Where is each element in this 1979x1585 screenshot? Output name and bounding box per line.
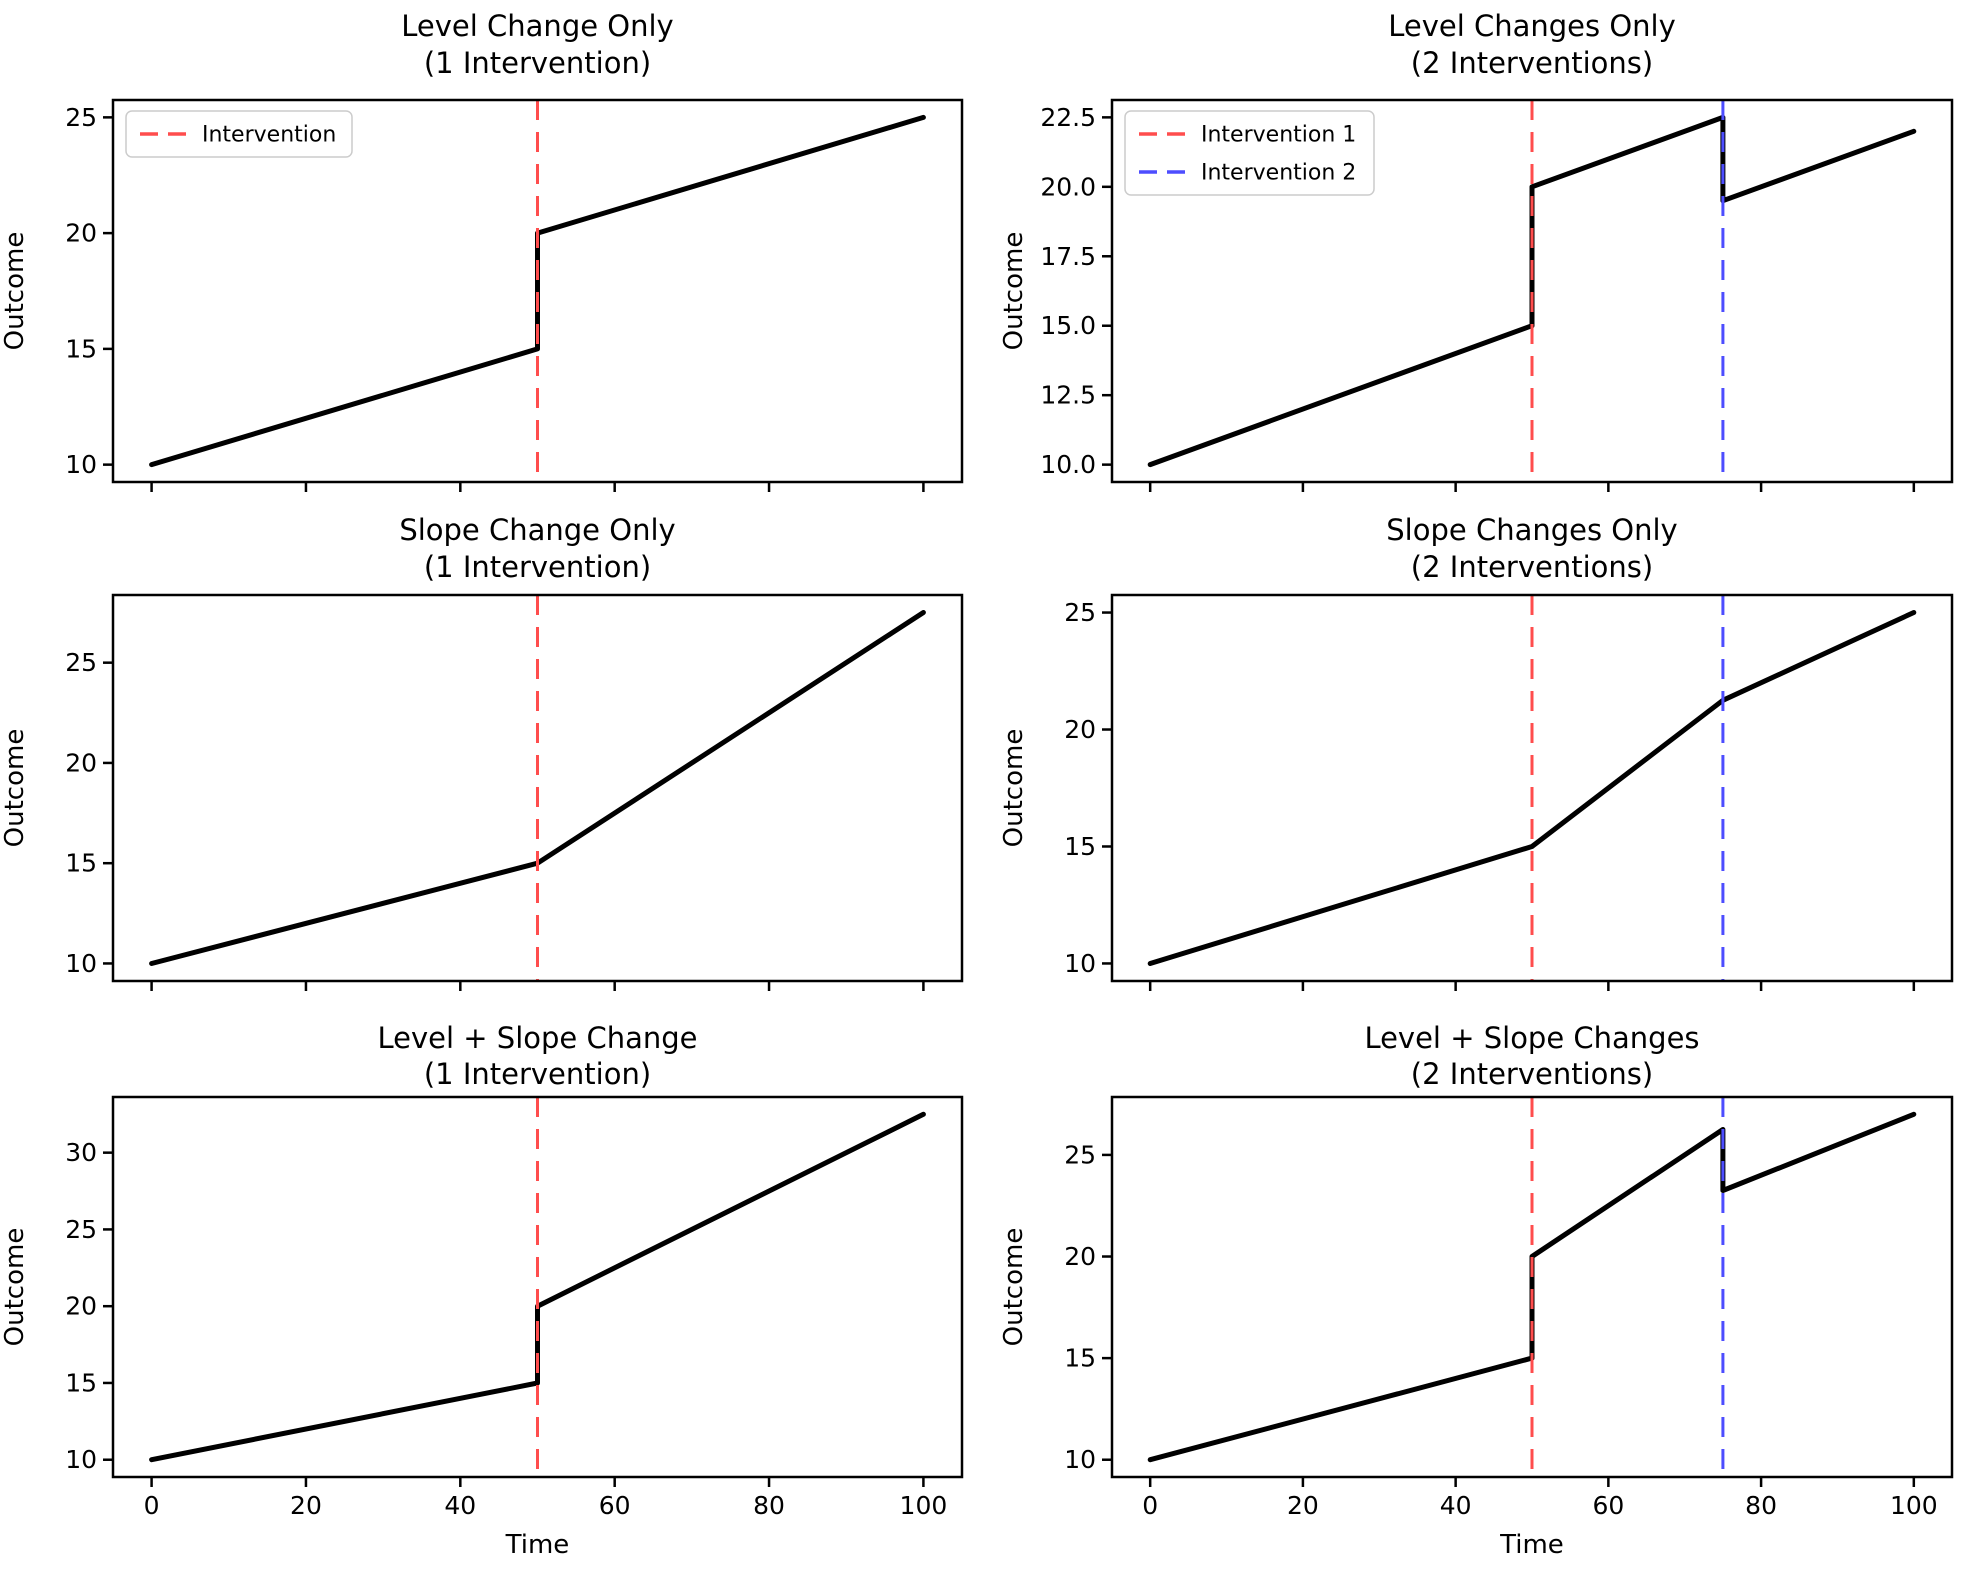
chart-title-line1: Level Change Only	[401, 9, 674, 43]
chart-title: Slope Changes Only (2 Interventions)	[1112, 512, 1952, 586]
subplot-level-slope-change-1: 0 20 40 60 80 100 10 15 20 25 30 Outcome Time Level …	[0, 1020, 989, 1585]
y-tick-label: 25	[65, 1215, 97, 1244]
y-tick-label: 10	[1064, 1445, 1096, 1474]
chart-title-line2: (2 Interventions)	[1410, 1057, 1654, 1091]
x-tick-label: 80	[1745, 1491, 1777, 1520]
plot-level-slope-change-1: 0 20 40 60 80 100 10 15 20 25 30 Outcome Time	[0, 1095, 964, 1560]
outcome-line	[149, 114, 926, 468]
axes-frame	[1110, 1095, 1954, 1479]
y-tick-label: 20	[65, 219, 97, 248]
y-tick-label: 25	[1064, 1140, 1096, 1169]
y-tick-label: 15.0	[1040, 311, 1096, 340]
y-axis-label: Outcome	[999, 729, 1029, 848]
chart-title: Level + Slope Change (1 Intervention)	[113, 1020, 962, 1092]
y-tick-label: 20	[65, 1292, 97, 1321]
chart-title-line1: Slope Change Only	[399, 513, 676, 547]
x-tick-label: 20	[290, 1491, 322, 1520]
y-tick-label: 15	[1064, 1344, 1096, 1373]
y-axis-label: Outcome	[999, 1228, 1029, 1347]
y-tick-label: 25	[65, 648, 97, 677]
y-tick-label: 10	[65, 949, 97, 978]
axes-frame	[111, 1095, 964, 1479]
plot-level-change-1: 10 15 20 25 Outcome Intervention	[0, 98, 964, 492]
outcome-line	[1147, 610, 1917, 966]
subplot-level-changes-2: 10.0 12.5 15.0 17.5 20.0 22.5 Outcome Intervent…	[990, 0, 1979, 510]
chart-title-line1: Level + Slope Changes	[1364, 1021, 1700, 1055]
outcome-line	[149, 1111, 926, 1463]
y-tick-label: 20	[1064, 1242, 1096, 1271]
y-tick-label: 10	[65, 1445, 97, 1474]
y-tick-label: 30	[65, 1138, 97, 1167]
outcome-line	[1147, 1111, 1917, 1463]
y-tick-label: 17.5	[1040, 242, 1096, 271]
chart-title-line2: (2 Interventions)	[1410, 46, 1654, 80]
chart-title: Level Change Only (1 Intervention)	[113, 8, 962, 82]
chart-title-line1: Slope Changes Only	[1386, 513, 1678, 547]
legend-label-2: Intervention 2	[1201, 160, 1356, 185]
plot-area	[113, 1097, 962, 1477]
subplot-level-change-1: 10 15 20 25 Outcome Intervention Level Change…	[0, 0, 989, 510]
y-tick-label: 25	[65, 103, 97, 132]
y-axis-label: Outcome	[999, 232, 1029, 351]
plot-slope-change-1: 10 15 20 25 Outcome	[0, 593, 964, 991]
subplot-slope-changes-2: 10 15 20 25 Outcome Slope Changes Only (2 In…	[990, 510, 1979, 1020]
legend-box	[125, 110, 353, 158]
chart-title-line2: (1 Intervention)	[423, 1057, 652, 1091]
chart-title: Level Changes Only (2 Interventions)	[1112, 8, 1952, 82]
plot-slope-changes-2: 10 15 20 25 Outcome	[999, 593, 1954, 991]
x-tick-label: 40	[444, 1491, 476, 1520]
y-tick-label: 15	[65, 334, 97, 363]
x-axis-label: Time	[505, 1530, 570, 1560]
outcome-line	[1147, 114, 1917, 468]
x-tick-label: 100	[1890, 1491, 1938, 1520]
y-tick-label: 12.5	[1040, 381, 1096, 410]
y-tick-label: 22.5	[1040, 103, 1096, 132]
x-tick-label: 20	[1287, 1491, 1319, 1520]
x-axis-label: Time	[1499, 1530, 1564, 1560]
y-tick-label: 20	[1064, 715, 1096, 744]
x-tick-label: 40	[1440, 1491, 1472, 1520]
y-tick-label: 10	[1064, 949, 1096, 978]
y-tick-label: 15	[1064, 832, 1096, 861]
y-tick-label: 15	[65, 849, 97, 878]
axes-frame	[111, 593, 964, 983]
x-tick-label: 100	[900, 1491, 948, 1520]
y-tick-label: 10.0	[1040, 450, 1096, 479]
y-tick-label: 25	[1064, 598, 1096, 627]
y-tick-label: 20	[65, 748, 97, 777]
axes-frame	[111, 98, 964, 484]
y-tick-label: 20.0	[1040, 172, 1096, 201]
plot-level-changes-2: 10.0 12.5 15.0 17.5 20.0 22.5 Outcome Intervent…	[999, 98, 1954, 492]
y-axis-label: Outcome	[0, 1228, 30, 1347]
chart-title-line2: (1 Intervention)	[423, 46, 652, 80]
chart-title-line1: Level Changes Only	[1388, 9, 1676, 43]
chart-title-line1: Level + Slope Change	[377, 1021, 698, 1055]
legend-label-1: Intervention 1	[1201, 122, 1356, 147]
chart-title-line2: (2 Interventions)	[1410, 550, 1654, 584]
y-tick-label: 15	[65, 1368, 97, 1397]
x-tick-label: 60	[1592, 1491, 1624, 1520]
subplot-level-slope-changes-2: 0 20 40 60 80 100 10 15 20 25 Outcome Time Level + …	[990, 1020, 1979, 1585]
x-tick-label: 0	[1142, 1491, 1158, 1520]
legend-label-1: Intervention	[202, 122, 336, 147]
y-axis-label: Outcome	[0, 729, 30, 848]
x-tick-label: 60	[599, 1491, 631, 1520]
axes-frame	[1110, 593, 1954, 983]
x-tick-label: 80	[753, 1491, 785, 1520]
legend-box	[1124, 110, 1375, 196]
y-axis-label: Outcome	[0, 232, 30, 351]
axes-frame	[1110, 98, 1954, 484]
y-tick-label: 10	[65, 450, 97, 479]
chart-title: Level + Slope Changes (2 Interventions)	[1112, 1020, 1952, 1092]
chart-title-line2: (1 Intervention)	[423, 550, 652, 584]
chart-title: Slope Change Only (1 Intervention)	[113, 512, 962, 586]
plot-level-slope-changes-2: 0 20 40 60 80 100 10 15 20 25 Outcome Time	[999, 1095, 1954, 1560]
x-tick-label: 0	[144, 1491, 160, 1520]
subplot-slope-change-1: 10 15 20 25 Outcome Slope Change Only (1 Int…	[0, 510, 989, 1020]
